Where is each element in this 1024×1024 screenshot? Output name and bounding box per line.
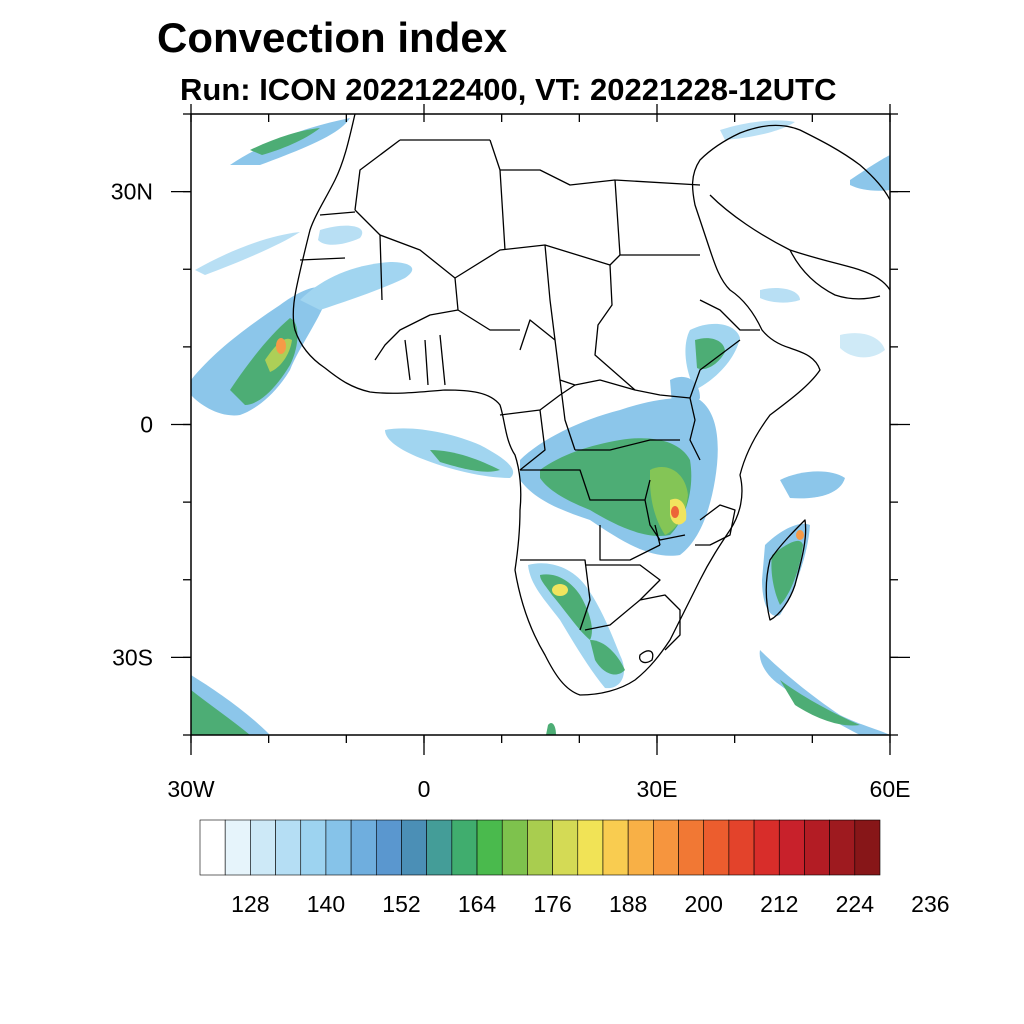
colorbar-swatch: [728, 819, 755, 876]
colorbar-swatch: [778, 819, 805, 876]
colorbar-label: 176: [533, 891, 571, 917]
colorbar-swatch: [426, 819, 453, 876]
lon-tick-label: 60E: [870, 776, 911, 802]
colorbar-label: 128: [231, 891, 269, 917]
chart-title: Convection index: [157, 14, 508, 61]
lon-tick-label: 30E: [637, 776, 678, 802]
colorbar-labels: 128 140 152 164 176 188 200 212 224 236: [231, 891, 949, 917]
colorbar-swatch: [300, 819, 327, 876]
lon-tick-label: 0: [418, 776, 431, 802]
lon-tick-label: 30W: [167, 776, 215, 802]
colorbar-swatch: [703, 819, 730, 876]
convection-field: [191, 118, 890, 735]
lat-tick-label: 30S: [112, 644, 153, 670]
country-boundaries: [292, 114, 890, 696]
colorbar-label: 140: [307, 891, 345, 917]
colorbar-label: 152: [382, 891, 420, 917]
lat-tick-label: 0: [140, 412, 153, 438]
colorbar-swatch: [325, 819, 352, 876]
colorbar-swatch: [199, 819, 226, 876]
colorbar-label: 164: [458, 891, 497, 917]
colorbar: [199, 819, 881, 876]
colorbar-swatch: [829, 819, 856, 876]
lat-tick-label: 30N: [111, 179, 153, 205]
colorbar-swatch: [250, 819, 276, 876]
axis-ticks: [171, 104, 910, 755]
colorbar-label: 200: [685, 891, 723, 917]
colorbar-swatch: [350, 819, 377, 876]
colorbar-label: 224: [836, 891, 875, 917]
colorbar-swatch: [501, 819, 528, 876]
colorbar-swatch: [527, 819, 553, 876]
colorbar-swatch: [653, 819, 679, 876]
colorbar-swatch: [854, 819, 881, 876]
colorbar-swatch: [577, 819, 604, 876]
colorbar-label: 236: [911, 891, 949, 917]
colorbar-swatch: [401, 819, 427, 876]
colorbar-swatch: [804, 819, 830, 876]
colorbar-swatch: [375, 819, 402, 876]
colorbar-label: 188: [609, 891, 647, 917]
colorbar-swatch: [476, 819, 503, 876]
axis-tick-labels: 30W 0 30E 60E 30N 0 30S: [111, 179, 911, 802]
colorbar-swatch: [753, 819, 780, 876]
colorbar-swatch: [224, 819, 251, 876]
colorbar-swatch: [451, 819, 478, 876]
colorbar-swatch: [552, 819, 579, 876]
colorbar-swatch: [627, 819, 654, 876]
chart-subtitle: Run: ICON 2022122400, VT: 20221228-12UTC: [180, 72, 837, 107]
colorbar-swatch: [678, 819, 705, 876]
colorbar-label: 212: [760, 891, 798, 917]
map-frame: [190, 113, 891, 736]
colorbar-swatch: [275, 819, 302, 876]
colorbar-swatch: [602, 819, 629, 876]
map-layer: [191, 114, 890, 735]
